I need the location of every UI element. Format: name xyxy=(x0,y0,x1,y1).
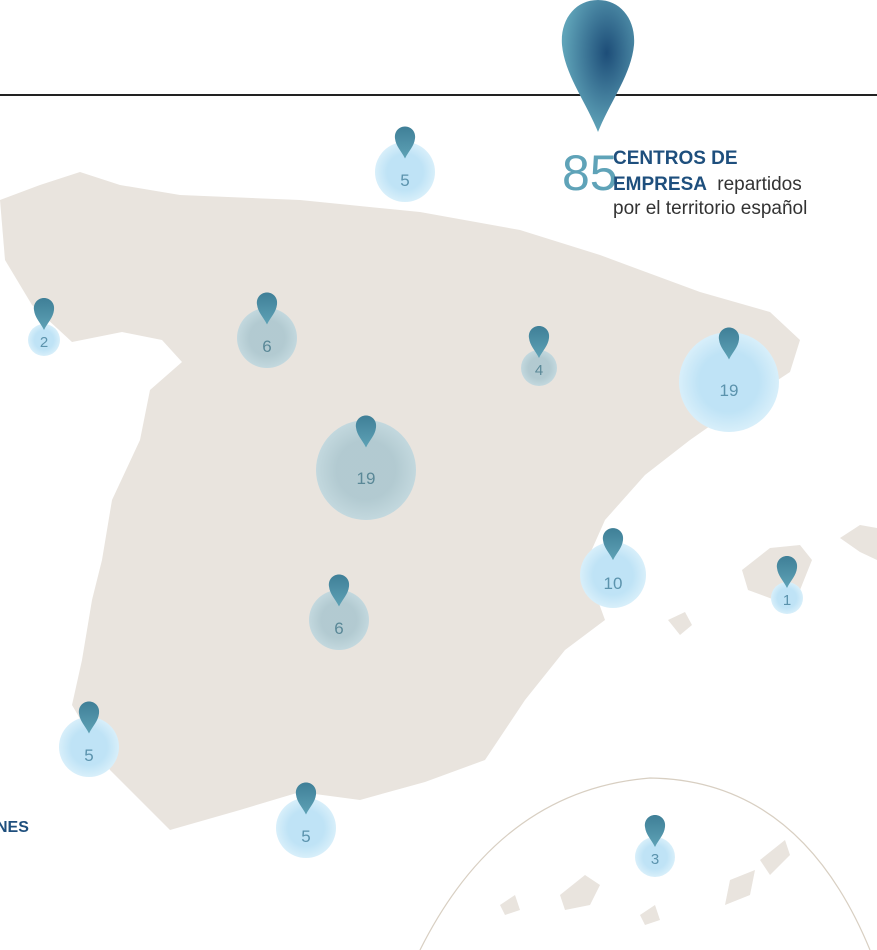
marker-count: 6 xyxy=(334,619,343,638)
marker-pin xyxy=(33,298,55,330)
marker-bubble xyxy=(375,142,435,202)
marker-bubble xyxy=(276,798,336,858)
marker-count: 3 xyxy=(651,851,659,868)
marker-bubble xyxy=(309,590,369,650)
marker-pin xyxy=(644,815,666,847)
headline-pin xyxy=(561,0,635,132)
marker-count: 1 xyxy=(783,592,791,609)
canary-island xyxy=(500,895,520,915)
marker-count: 5 xyxy=(400,171,409,190)
marker-bubble xyxy=(679,332,779,432)
menorca xyxy=(840,525,877,560)
canary-island xyxy=(760,840,790,875)
canary-inset xyxy=(419,777,871,950)
headline-bold: CENTROS DE xyxy=(613,148,738,169)
headline-plain: repartidos xyxy=(717,174,802,195)
headline-line: EMPRESA repartidos xyxy=(613,174,802,195)
marker-pin xyxy=(528,326,550,358)
marker-bubble xyxy=(59,717,119,777)
marker-pin xyxy=(295,782,317,815)
marker-bubble xyxy=(28,324,60,356)
headline-count: 85 xyxy=(562,145,618,201)
headline-bold: EMPRESA xyxy=(613,174,707,195)
canary-island xyxy=(725,870,755,905)
marker-bubble xyxy=(635,837,675,877)
marker-pin xyxy=(256,292,278,325)
ibiza xyxy=(668,612,692,635)
marker-pin xyxy=(776,556,798,588)
marker-count: 19 xyxy=(357,469,376,488)
marker-pin xyxy=(394,126,416,159)
marker-count: 6 xyxy=(262,337,271,356)
marker-count: 5 xyxy=(84,746,93,765)
side-label: NES xyxy=(0,819,29,836)
marker-count: 19 xyxy=(720,381,739,400)
headline-plain: por el territorio español xyxy=(613,198,807,219)
headline: 85 CENTROS DE EMPRESA repartidos por el … xyxy=(562,145,807,219)
marker-bubble xyxy=(237,308,297,368)
marker-bubble xyxy=(521,350,557,386)
marker-pin xyxy=(602,528,624,561)
canary-island xyxy=(560,875,600,910)
marker-bubble xyxy=(316,420,416,520)
marker-pin xyxy=(355,415,377,448)
marker-bubble xyxy=(771,582,803,614)
marker-count: 4 xyxy=(535,362,543,379)
canary-island xyxy=(640,905,660,925)
marker-pin xyxy=(718,327,740,360)
marker-count: 2 xyxy=(40,334,48,351)
marker-pin xyxy=(78,701,100,734)
marker-pin xyxy=(328,574,350,607)
marker-count: 5 xyxy=(301,827,310,846)
marker-bubble xyxy=(580,542,646,608)
marker-count: 10 xyxy=(604,574,623,593)
